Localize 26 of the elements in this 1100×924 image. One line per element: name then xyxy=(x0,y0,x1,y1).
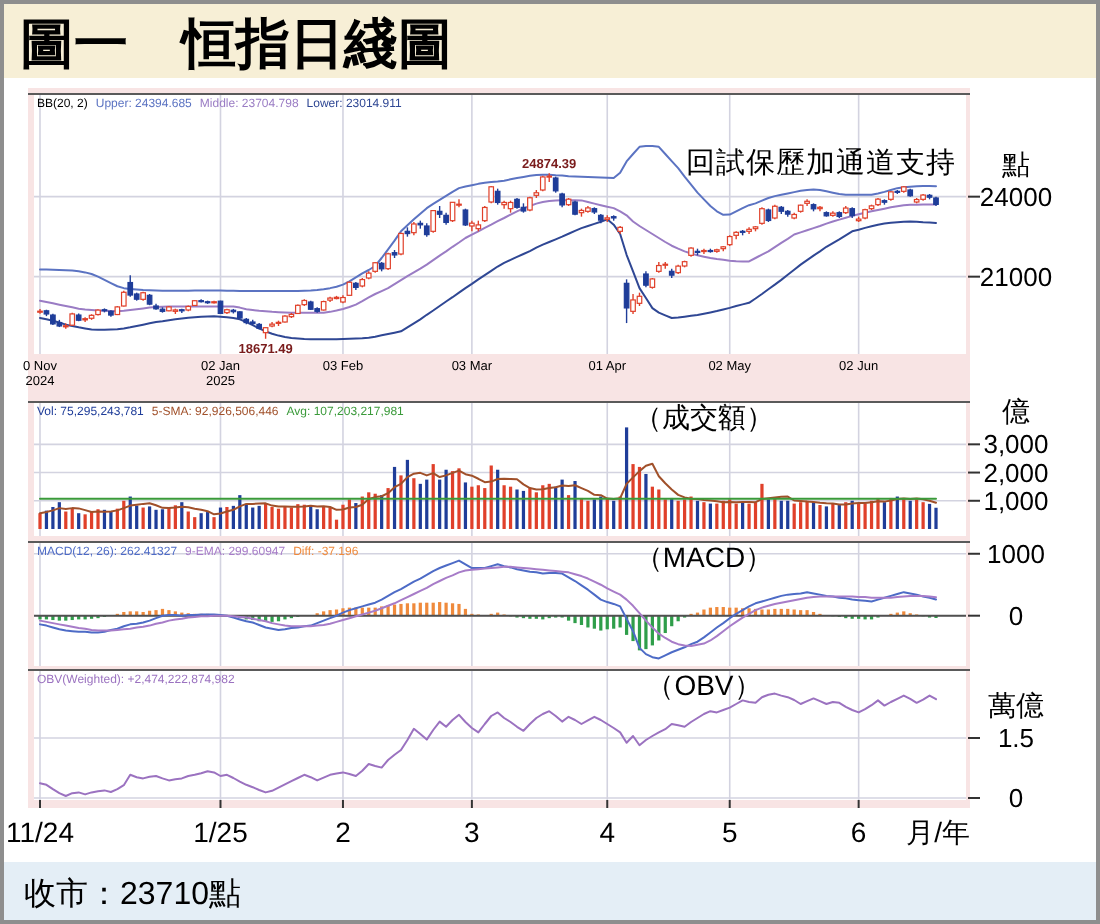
y-tick-label: 2,000 xyxy=(983,457,1049,488)
y-tick-label: 0 xyxy=(1008,600,1024,631)
y-axis-title: 點 xyxy=(1000,147,1030,180)
y-tick-label: 0 xyxy=(1008,783,1024,813)
x-tick-label: 5 xyxy=(721,816,738,848)
chart-title: （OBV） xyxy=(646,669,762,701)
y-tick-label: 1,000 xyxy=(983,485,1049,516)
chart-title: 圖一 恒指日綫圖 xyxy=(20,14,452,76)
text: 收市：23710點 xyxy=(24,876,241,912)
y-tick-label: 21000 xyxy=(979,261,1053,292)
annotation: 回試保歷加通道支持 xyxy=(686,146,956,180)
x-tick-label: 6 xyxy=(850,816,867,848)
y-tick-label: 24000 xyxy=(979,181,1053,212)
chart-title: （成交額） xyxy=(634,401,774,433)
y-tick-label: 3,000 xyxy=(983,429,1049,460)
x-tick-label: 11/24 xyxy=(6,816,75,848)
y-axis-title: 億 xyxy=(1002,395,1030,428)
x-tick-label: 4 xyxy=(599,816,616,848)
x-tick-label: 2 xyxy=(335,816,352,848)
y-tick-label: 1.5 xyxy=(997,723,1035,753)
y-axis-title: 萬億 xyxy=(988,689,1044,721)
y-tick-label: 1000 xyxy=(987,538,1045,569)
x-tick-label: 1/25 xyxy=(193,816,249,848)
x-tick-label: 3 xyxy=(464,816,481,848)
x-axis-title: 月/年 xyxy=(906,816,970,848)
chart-title: （MACD） xyxy=(634,541,774,573)
